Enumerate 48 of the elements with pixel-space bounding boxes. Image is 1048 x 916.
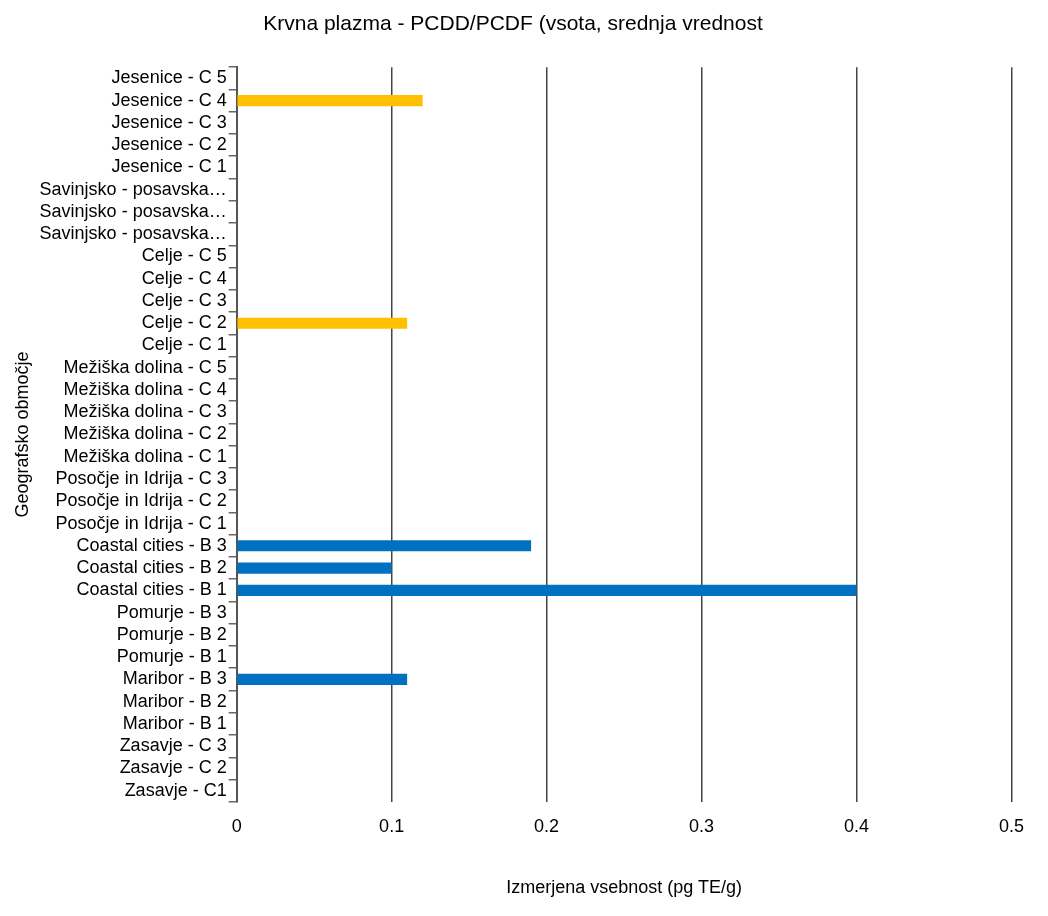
y-tick-label: Celje - C 5 xyxy=(141,245,227,266)
y-tick-label: Celje - C 3 xyxy=(141,289,227,310)
y-tick-label: Celje - C 1 xyxy=(141,334,227,355)
y-tick-label: Maribor - B 3 xyxy=(122,668,227,689)
y-tick-label: Posočje in Idrija - C 3 xyxy=(55,467,227,488)
y-tick-label: Jesenice - C 3 xyxy=(111,111,227,132)
bar xyxy=(237,562,392,574)
y-tick-label: Celje - C 4 xyxy=(141,267,227,288)
chart-title: Krvna plazma - PCDD/PCDF (vsota, srednja vrednost xyxy=(263,11,763,35)
x-tick-label: 0.2 xyxy=(534,815,560,836)
y-tick-label: Mežiška dolina - C 3 xyxy=(63,401,227,422)
y-tick-label: Posočje in Idrija - C 1 xyxy=(55,512,227,533)
y-tick-label: Mežiška dolina - C 5 xyxy=(63,356,227,377)
y-tick-label: Maribor - B 2 xyxy=(122,690,227,711)
bar xyxy=(237,673,408,685)
y-tick-label: Pomurje - B 3 xyxy=(116,601,227,622)
y-tick-label: Zasavje - C 2 xyxy=(119,757,227,778)
y-tick-label: Celje - C 2 xyxy=(141,312,227,333)
x-tick-label: 0.1 xyxy=(379,815,405,836)
y-tick-label: Savinjsko - posavska… xyxy=(39,223,227,244)
y-tick-label: Zasavje - C1 xyxy=(124,779,227,800)
y-tick-label: Jesenice - C 2 xyxy=(111,134,227,155)
y-tick-label: Maribor - B 1 xyxy=(122,712,227,733)
bar xyxy=(237,584,857,596)
x-axis-title: Izmerjena vsebnost (pg TE/g) xyxy=(506,877,742,898)
y-tick-label: Coastal cities - B 1 xyxy=(76,579,227,600)
y-tick-label: Coastal cities - B 3 xyxy=(76,534,227,555)
y-tick-label: Mežiška dolina - C 4 xyxy=(63,378,227,399)
y-tick-label: Jesenice - C 5 xyxy=(111,67,227,88)
y-axis-title: Geografsko območje xyxy=(11,351,32,518)
x-tick-label: 0 xyxy=(231,815,242,836)
x-tick-label: 0.4 xyxy=(844,815,870,836)
bar xyxy=(237,95,423,107)
x-tick-label: 0.3 xyxy=(689,815,715,836)
y-tick-label: Mežiška dolina - C 2 xyxy=(63,423,227,444)
bar xyxy=(237,540,532,552)
x-tick-label: 0.5 xyxy=(998,815,1024,836)
y-tick-label: Pomurje - B 2 xyxy=(116,623,227,644)
y-tick-label: Coastal cities - B 2 xyxy=(76,557,227,578)
y-tick-label: Zasavje - C 3 xyxy=(119,735,227,756)
y-tick-label: Savinjsko - posavska… xyxy=(39,178,227,199)
y-tick-label: Jesenice - C 1 xyxy=(111,156,227,177)
y-tick-label: Posočje in Idrija - C 2 xyxy=(55,490,227,511)
y-tick-label: Mežiška dolina - C 1 xyxy=(63,445,227,466)
y-tick-label: Jesenice - C 4 xyxy=(111,89,227,110)
bar xyxy=(237,317,408,329)
y-tick-label: Pomurje - B 1 xyxy=(116,646,227,667)
y-tick-label: Savinjsko - posavska… xyxy=(39,200,227,221)
